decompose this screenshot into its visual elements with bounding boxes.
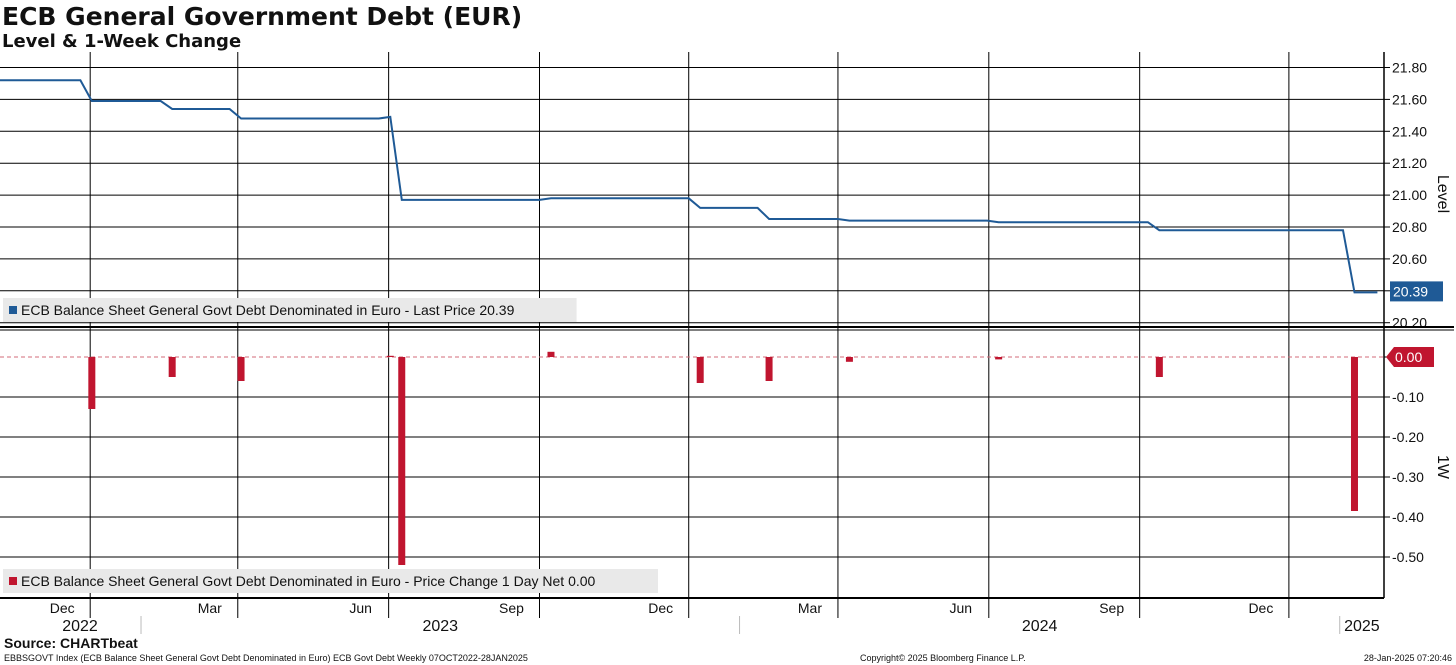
month-tick-label: Sep xyxy=(1099,600,1124,616)
chart-title: ECB General Government Debt (EUR) xyxy=(2,2,523,31)
change-bar xyxy=(398,357,406,565)
level-tick-label: 20.60 xyxy=(1392,251,1427,267)
legend-text: ECB Balance Sheet General Govt Debt Deno… xyxy=(21,573,596,589)
month-tick-label: Jun xyxy=(950,600,973,616)
change-last-value-box xyxy=(1386,347,1434,367)
change-tick-label: -0.10 xyxy=(1392,389,1424,405)
legend-swatch xyxy=(9,306,17,314)
month-tick-label: Dec xyxy=(50,600,75,616)
change-bar xyxy=(845,357,853,362)
change-bar xyxy=(386,355,394,357)
legend-text: ECB Balance Sheet General Govt Debt Deno… xyxy=(21,302,515,318)
year-tick-label: 2022 xyxy=(62,618,98,635)
level-tick-label: 21.60 xyxy=(1392,91,1427,107)
change-tick-label: -0.30 xyxy=(1392,469,1424,485)
month-tick-label: Mar xyxy=(198,600,222,616)
change-last-value: 0.00 xyxy=(1395,349,1422,365)
change-bar xyxy=(995,357,1003,360)
year-tick-label: 2023 xyxy=(422,618,458,635)
level-legend: ECB Balance Sheet General Govt Debt Deno… xyxy=(3,298,577,322)
change-bar xyxy=(696,357,704,383)
change-tick-label: -0.50 xyxy=(1392,549,1424,565)
level-tick-label: 20.20 xyxy=(1392,315,1427,331)
change-bar xyxy=(88,357,96,409)
change-legend: ECB Balance Sheet General Govt Debt Deno… xyxy=(3,569,658,593)
change-bar xyxy=(1155,357,1163,377)
level-tick-label: 21.40 xyxy=(1392,123,1427,139)
month-tick-label: Dec xyxy=(648,600,673,616)
change-bar xyxy=(168,357,176,377)
level-tick-label: 21.80 xyxy=(1392,60,1427,76)
change-axis-title: 1W xyxy=(1434,455,1451,480)
legend-box xyxy=(3,569,658,593)
legend-swatch xyxy=(9,577,17,585)
month-tick-label: Sep xyxy=(499,600,524,616)
level-last-value-box xyxy=(1390,281,1443,302)
footer-timestamp: 28-Jan-2025 07:20:46 xyxy=(1363,653,1452,663)
change-bar xyxy=(237,357,245,381)
change-tick-label: -0.20 xyxy=(1392,429,1424,445)
level-tick-label: 21.20 xyxy=(1392,155,1427,171)
level-tick-label: 21.00 xyxy=(1392,187,1427,203)
footer-left: EBBSGOVT Index (ECB Balance Sheet Genera… xyxy=(4,653,528,663)
legend-box xyxy=(3,298,577,322)
change-bar xyxy=(1350,357,1358,511)
source-note: Source: CHARTbeat xyxy=(4,635,138,651)
footer-copyright: Copyright© 2025 Bloomberg Finance L.P. xyxy=(860,653,1026,663)
month-tick-label: Dec xyxy=(1248,600,1273,616)
level-axis-title: Level xyxy=(1434,175,1451,213)
change-bar xyxy=(547,351,555,357)
year-tick-label: 2024 xyxy=(1022,618,1058,635)
level-series-line xyxy=(0,79,1378,294)
change-tick-label: -0.40 xyxy=(1392,509,1424,525)
year-tick-label: 2025 xyxy=(1344,618,1380,635)
level-last-value: 20.39 xyxy=(1393,283,1428,299)
change-bar xyxy=(765,357,773,381)
chart-subtitle: Level & 1-Week Change xyxy=(2,31,242,52)
level-tick-label: 20.80 xyxy=(1392,219,1427,235)
month-tick-label: Jun xyxy=(349,600,372,616)
month-tick-label: Mar xyxy=(798,600,822,616)
